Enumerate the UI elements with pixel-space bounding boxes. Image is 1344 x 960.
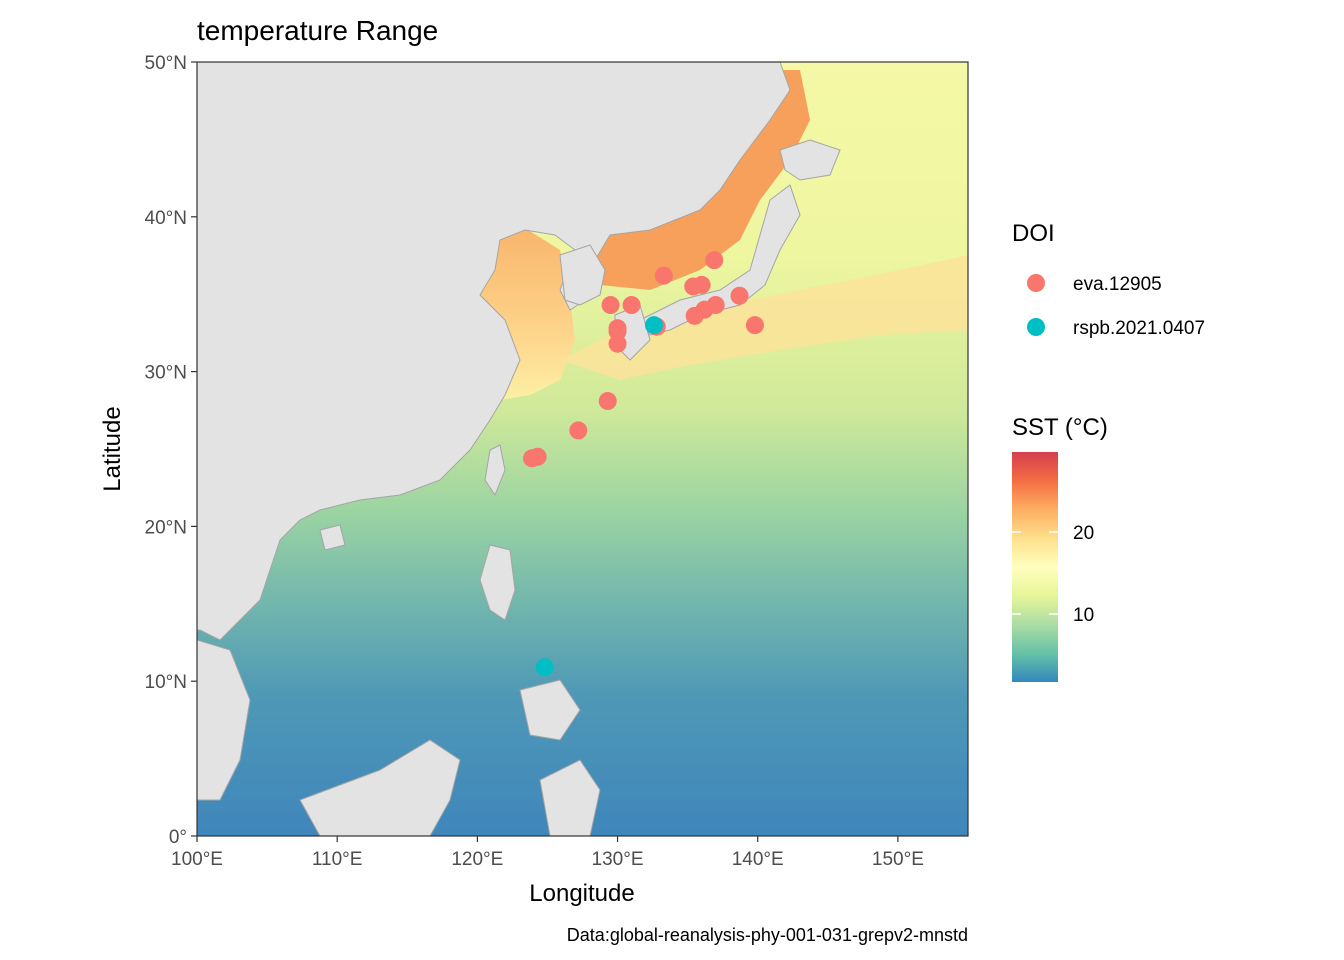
y-tick-label: 10°N	[145, 672, 187, 693]
korean-peninsula	[559, 244, 606, 306]
y-tick-label: 20°N	[145, 517, 187, 538]
y-tick-label: 40°N	[145, 208, 187, 229]
doi-legend: DOI eva.12905 rspb.2021.0407	[1012, 220, 1205, 339]
point-eva-3	[598, 392, 617, 411]
y-axis: 0° 10°N 20°N 30°N 40°N 50°N	[145, 53, 197, 848]
chart-title: temperature Range	[197, 15, 438, 46]
x-tick-label: 140°E	[732, 849, 784, 870]
legend-label-eva: eva.12905	[1073, 274, 1162, 295]
point-eva-9	[622, 296, 641, 315]
sst-tick-10: 10	[1073, 605, 1094, 626]
data-points	[523, 251, 764, 677]
point-rspb-1	[535, 658, 554, 677]
x-tick-label: 120°E	[451, 849, 503, 870]
point-eva-1	[528, 447, 547, 466]
y-tick-label: 0°	[169, 827, 187, 848]
sst-legend-title: SST (°C)	[1012, 414, 1108, 441]
x-tick-label: 100°E	[171, 849, 223, 870]
x-tick-label: 150°E	[872, 849, 924, 870]
point-eva-18	[745, 316, 764, 335]
point-eva-13	[705, 251, 724, 270]
hainan-island	[319, 524, 346, 551]
asian-mainland	[197, 62, 791, 641]
legend-key-rspb	[1027, 318, 1045, 336]
point-eva-16	[706, 296, 725, 315]
y-tick-label: 50°N	[145, 53, 187, 74]
taiwan-island	[484, 444, 506, 497]
y-tick-label: 30°N	[145, 363, 187, 384]
sulawesi	[539, 759, 601, 836]
y-axis-title: Latitude	[99, 406, 126, 491]
point-eva-17	[730, 286, 749, 305]
point-eva-12	[692, 275, 711, 294]
borneo	[299, 739, 461, 836]
point-eva-2	[569, 421, 588, 440]
sst-tick-20: 20	[1073, 523, 1094, 544]
indochina-peninsula	[197, 639, 251, 801]
x-tick-label: 130°E	[592, 849, 644, 870]
point-eva-6	[608, 322, 627, 341]
point-eva-8	[601, 296, 620, 315]
legend-key-eva	[1027, 274, 1045, 292]
x-axis: 100°E 110°E 120°E 130°E 140°E 150°E	[171, 836, 924, 870]
data-source-caption: Data:global-reanalysis-phy-001-031-grepv…	[567, 925, 968, 945]
legend-label-rspb: rspb.2021.0407	[1073, 318, 1205, 339]
map-panel	[197, 62, 968, 836]
kuroshio-warm-region	[560, 255, 968, 380]
sst-legend: SST (°C) 20 10	[1012, 414, 1108, 682]
sst-colorbar	[1012, 452, 1058, 682]
x-axis-title: Longitude	[529, 880, 634, 907]
philippines-mindanao	[519, 679, 581, 741]
philippines-luzon	[479, 544, 516, 621]
point-eva-4	[608, 334, 627, 353]
japan-hokkaido	[779, 139, 841, 181]
point-rspb-0	[644, 316, 663, 335]
panel-border	[196, 61, 969, 837]
point-eva-10	[654, 266, 673, 285]
doi-legend-title: DOI	[1012, 220, 1055, 247]
x-tick-label: 110°E	[312, 849, 363, 870]
